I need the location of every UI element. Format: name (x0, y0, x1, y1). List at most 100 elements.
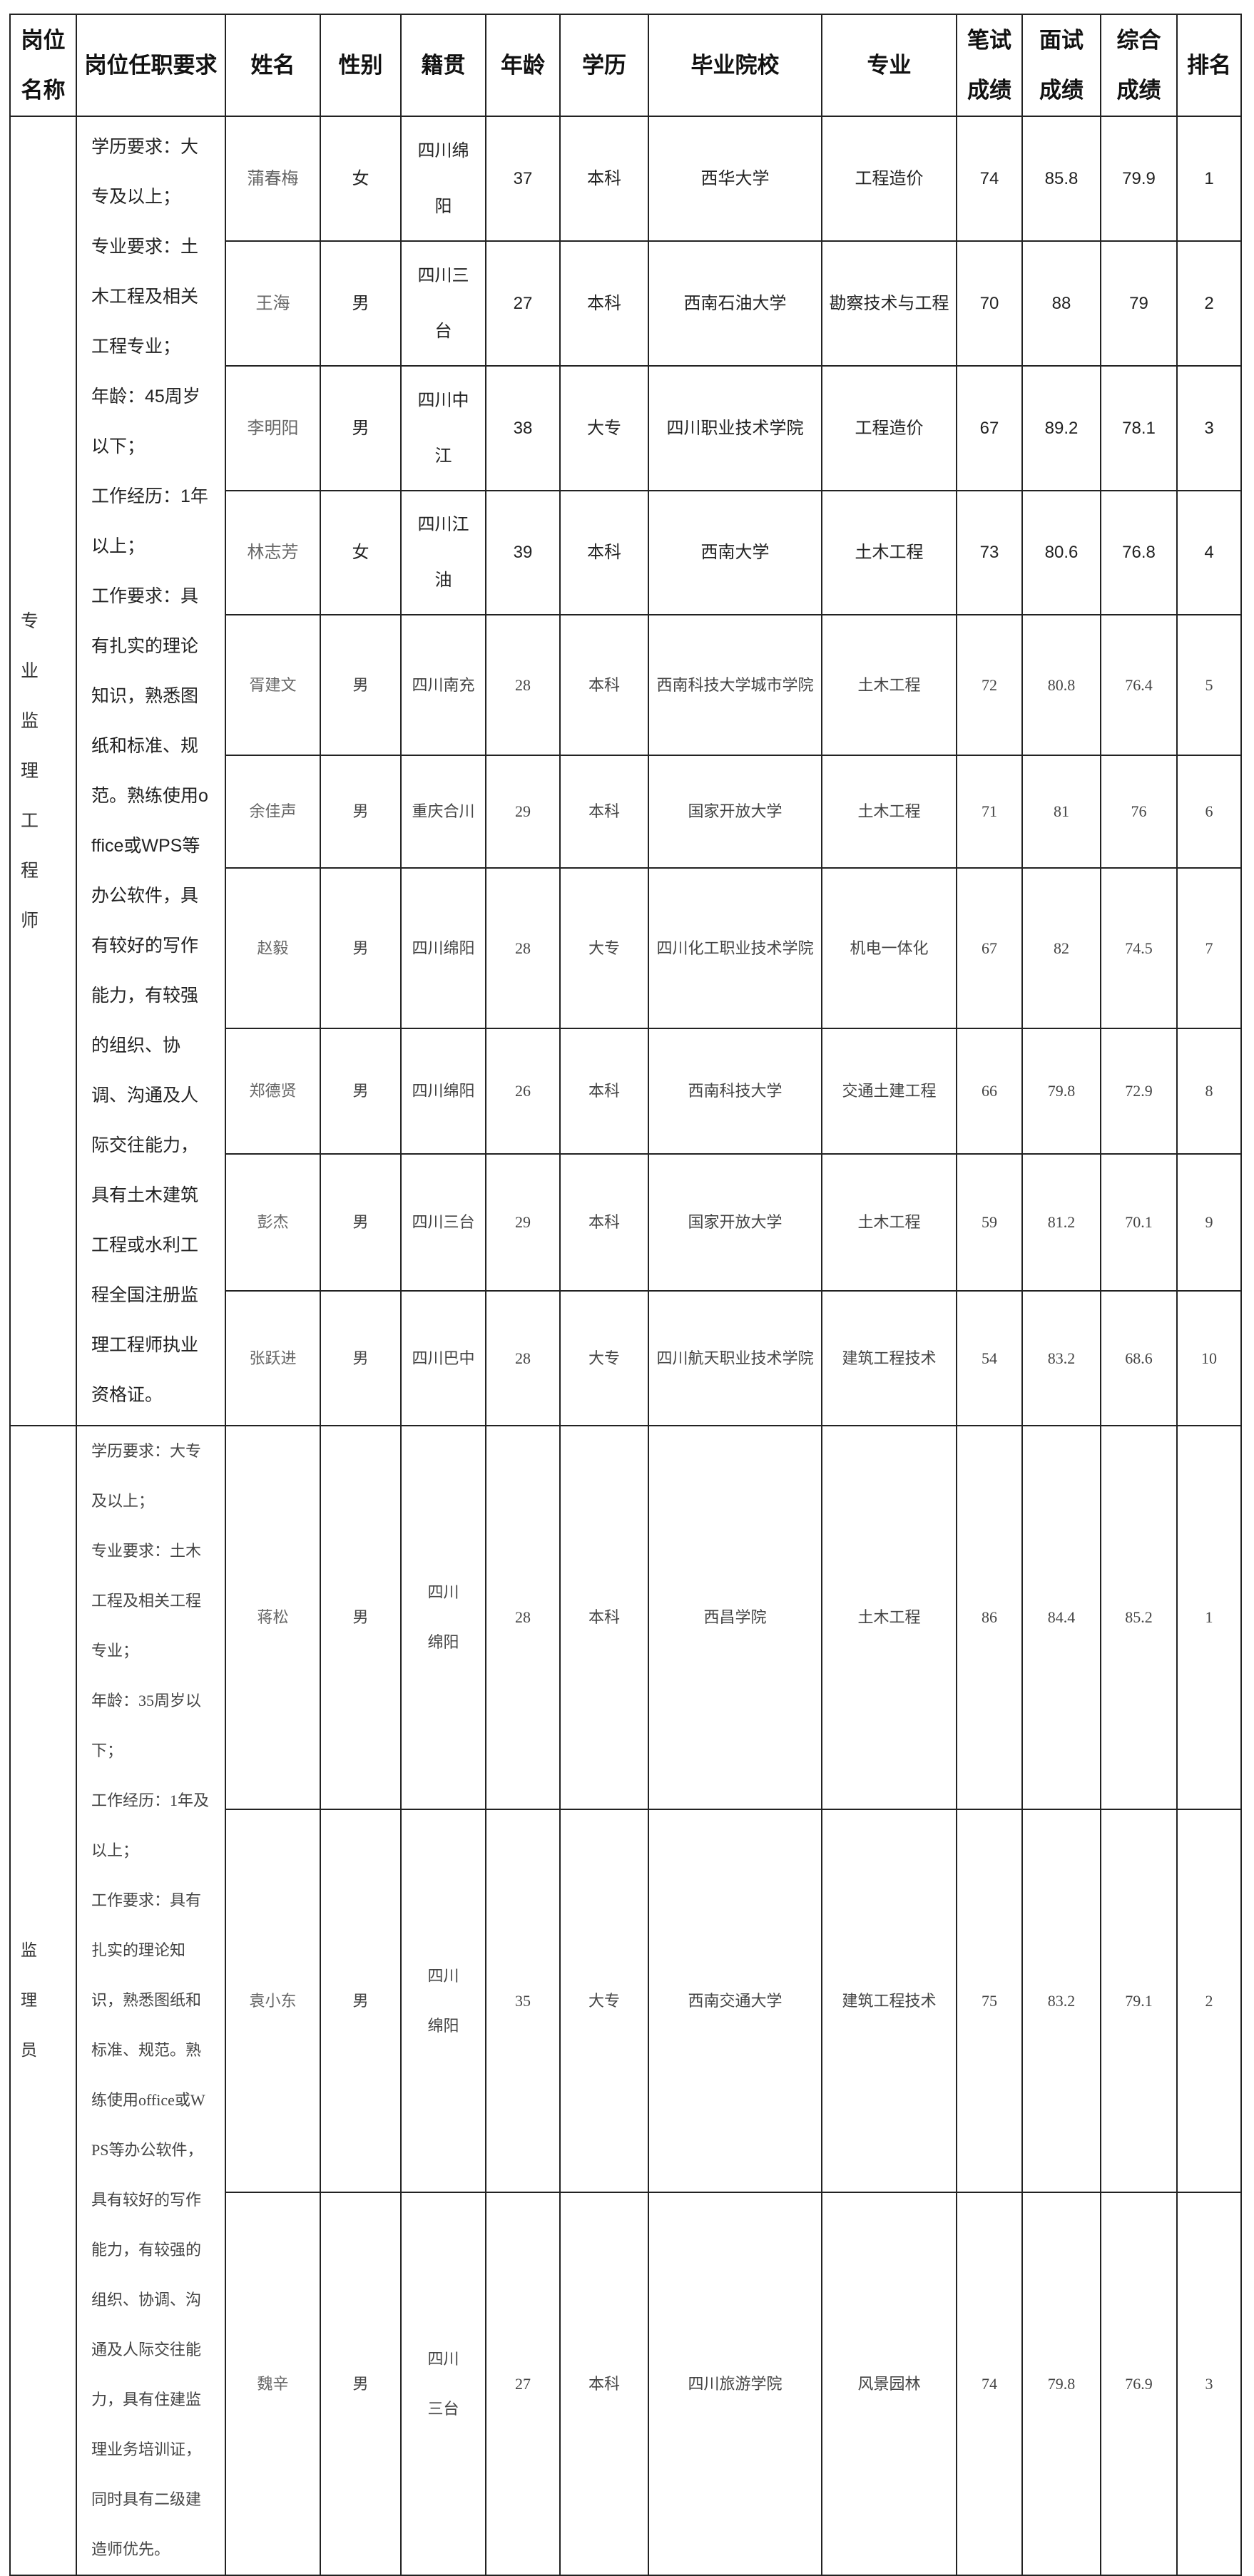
table-row: 李明阳男四川中江 38 大专 四川职业技术学院 工程造价 67 89.2 78.1 3 (10, 365, 1242, 491)
rank-cell: 3 (1176, 2192, 1242, 2576)
native-place-cell: 四川绵阳 (400, 116, 486, 242)
age-cell: 28 (485, 1290, 561, 1426)
written-score-cell: 70 (956, 240, 1023, 367)
school-cell: 西昌学院 (648, 1424, 822, 1811)
native-place-cell: 四川江油 (400, 490, 486, 615)
major-cell: 交通土建工程 (821, 1028, 957, 1155)
name-cell: 蒲春梅 (225, 116, 321, 242)
rank-cell: 3 (1176, 365, 1242, 491)
interview-score-cell: 81.2 (1021, 1153, 1101, 1292)
name-cell: 袁小东 (225, 1809, 321, 2193)
name-cell: 张跃进 (225, 1290, 321, 1426)
school-cell: 四川化工职业技术学院 (648, 867, 822, 1029)
table-row: 胥建文男四川南充 28 本科 西南科技大学城市学院 土木工程 72 80.8 76.4 5 (10, 614, 1242, 756)
interview-score-cell: 89.2 (1021, 365, 1101, 491)
education-cell: 本科 (559, 240, 649, 367)
written-score-cell: 67 (956, 365, 1023, 491)
major-cell: 建筑工程技术 (821, 1809, 957, 2193)
major-cell: 土木工程 (821, 490, 957, 615)
header-native-place: 籍贯 (400, 14, 486, 117)
school-cell: 西南科技大学城市学院 (648, 614, 822, 756)
rank-cell: 1 (1176, 116, 1242, 242)
rank-cell: 2 (1176, 1809, 1242, 2193)
age-cell: 29 (485, 755, 561, 869)
interview-score-cell: 79.8 (1021, 2192, 1101, 2576)
written-score-cell: 86 (956, 1424, 1023, 1811)
written-score-cell: 66 (956, 1028, 1023, 1155)
written-score-cell: 71 (956, 755, 1023, 869)
table-row: 赵毅男四川绵阳 28 大专 四川化工职业技术学院 机电一体化 67 82 74.5 7 (10, 867, 1242, 1029)
gender-cell: 男 (320, 1028, 402, 1155)
name-cell: 赵毅 (225, 867, 321, 1029)
results-table: 岗位名称 岗位任职要求 姓名 性别 籍贯 年龄 学历 毕业院校 专业 笔试成绩 面试成绩 综合成绩 排名… (9, 14, 1242, 2576)
rank-cell: 6 (1176, 755, 1242, 869)
education-cell: 本科 (559, 614, 649, 756)
native-place-cell: 四川中江 (400, 365, 486, 491)
rank-cell: 4 (1176, 490, 1242, 615)
interview-score-cell: 81 (1021, 755, 1101, 869)
education-cell: 大专 (559, 1290, 649, 1426)
written-score-cell: 59 (956, 1153, 1023, 1292)
written-score-cell: 75 (956, 1809, 1023, 2193)
gender-cell: 男 (320, 240, 402, 367)
total-score-cell: 76 (1100, 755, 1178, 869)
header-school: 毕业院校 (648, 14, 822, 117)
major-cell: 土木工程 (821, 755, 957, 869)
name-cell: 魏辛 (225, 2192, 321, 2576)
age-cell: 39 (485, 490, 561, 615)
gender-cell: 男 (320, 614, 402, 756)
header-education: 学历 (559, 14, 649, 117)
education-cell: 本科 (559, 1424, 649, 1811)
education-cell: 本科 (559, 1153, 649, 1292)
education-cell: 本科 (559, 755, 649, 869)
interview-score-cell: 80.8 (1021, 614, 1101, 756)
written-score-cell: 73 (956, 490, 1023, 615)
interview-score-cell: 85.8 (1021, 116, 1101, 242)
rank-cell: 10 (1176, 1290, 1242, 1426)
written-score-cell: 72 (956, 614, 1023, 756)
gender-cell: 男 (320, 1424, 402, 1811)
major-cell: 建筑工程技术 (821, 1290, 957, 1426)
header-gender: 性别 (320, 14, 402, 117)
table-row: 余佳声男重庆合川 29 本科 国家开放大学 土木工程 71 81 76 6 (10, 755, 1242, 869)
education-cell: 本科 (559, 2192, 649, 2576)
header-age: 年龄 (485, 14, 561, 117)
post-name-cell: 监理员 (9, 1425, 77, 2576)
major-cell: 工程造价 (821, 365, 957, 491)
written-score-cell: 67 (956, 867, 1023, 1029)
age-cell: 28 (485, 1424, 561, 1811)
age-cell: 26 (485, 1028, 561, 1155)
total-score-cell: 76.8 (1100, 490, 1178, 615)
native-place-cell: 四川三台 (400, 2192, 486, 2576)
rank-cell: 8 (1176, 1028, 1242, 1155)
rank-cell: 9 (1176, 1153, 1242, 1292)
header-major: 专业 (821, 14, 957, 117)
interview-score-cell: 88 (1021, 240, 1101, 367)
interview-score-cell: 82 (1021, 867, 1101, 1029)
requirements-cell: 学历要求：大专及以上； 专业要求：土木工程及相关工程专业； 年龄：35周岁以下；… (76, 1425, 226, 2576)
rank-cell: 2 (1176, 240, 1242, 367)
native-place-cell: 重庆合川 (400, 755, 486, 869)
name-cell: 李明阳 (225, 365, 321, 491)
total-score-cell: 70.1 (1100, 1153, 1178, 1292)
interview-score-cell: 79.8 (1021, 1028, 1101, 1155)
total-score-cell: 79 (1100, 240, 1178, 367)
table-row: 监理员 学历要求：大专及以上； 专业要求：土木工程及相关工程专业； 年龄：35周岁… (9, 1424, 1242, 2576)
gender-cell: 男 (320, 365, 402, 491)
name-cell: 王海 (225, 240, 321, 367)
school-cell: 四川职业技术学院 (648, 365, 822, 491)
school-cell: 国家开放大学 (648, 1153, 822, 1292)
table-row: 彭杰男四川三台 29 本科 国家开放大学 土木工程 59 81.2 70.1 9 (10, 1153, 1242, 1292)
table-body: 专业监理工程师 学历要求：大专及以上； 专业要求：土木工程及相关工程专业； 年龄：… (9, 116, 1242, 2576)
total-score-cell: 78.1 (1100, 365, 1178, 491)
age-cell: 28 (485, 867, 561, 1029)
native-place-cell: 四川绵阳 (400, 867, 486, 1029)
name-cell: 蒋松 (225, 1424, 321, 1811)
total-score-cell: 85.2 (1100, 1424, 1178, 1811)
school-cell: 西南大学 (648, 490, 822, 615)
school-cell: 西南石油大学 (648, 240, 822, 367)
interview-score-cell: 80.6 (1021, 490, 1101, 615)
total-score-cell: 74.5 (1100, 867, 1178, 1029)
total-score-cell: 68.6 (1100, 1290, 1178, 1426)
major-cell: 土木工程 (821, 614, 957, 756)
